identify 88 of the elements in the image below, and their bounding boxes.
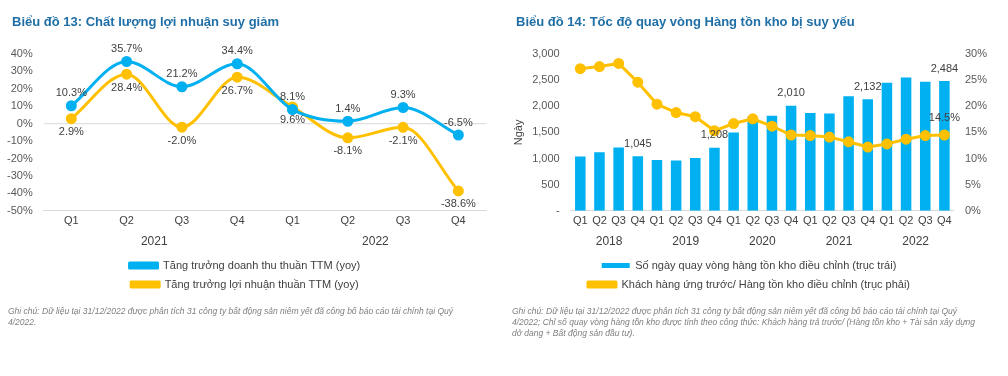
y-tick-label: 30% <box>10 64 33 77</box>
x-tick-label: Q1 <box>726 214 741 227</box>
x-tick-label: Q3 <box>841 214 856 227</box>
data-label: 1,045 <box>624 136 652 149</box>
x-tick-label: Q4 <box>229 214 245 227</box>
y2-tick-label: 10% <box>964 151 988 164</box>
y-tick-label: -10% <box>6 134 33 147</box>
x-tick-label: Q1 <box>572 214 588 227</box>
text: 2022 <box>362 234 390 249</box>
x-tick-label: Q3 <box>687 214 703 227</box>
x-tick-label: Q2 <box>592 214 607 227</box>
data-label: -8.1% <box>333 144 363 157</box>
data-label: 1.4% <box>335 101 361 114</box>
data-label: 26.7% <box>221 83 253 96</box>
data-label: 9.3% <box>390 88 416 101</box>
y-tick-label: 1,000 <box>532 151 560 164</box>
data-label: 2,010 <box>777 86 805 99</box>
text: 2021 <box>140 234 168 249</box>
text: 2020 <box>749 234 777 249</box>
x-tick-label: Q2 <box>898 214 914 227</box>
legend-label: Tăng trưởng lợi nhuận thuần TTM (yoy) <box>164 277 359 290</box>
y-axis-title: Ngày <box>511 119 524 146</box>
x-tick-label: Q1 <box>879 214 895 227</box>
x-tick-label: Q1 <box>649 214 665 227</box>
x-tick-label: Q4 <box>860 214 876 227</box>
y2-tick-label: 15% <box>964 125 988 138</box>
y2-tick-label: 5% <box>964 177 982 190</box>
data-label: -38.6% <box>440 197 476 210</box>
data-label: 28.4% <box>111 80 143 93</box>
y2-tick-label: 25% <box>964 73 988 86</box>
x-tick-label: Q3 <box>174 214 190 227</box>
y-tick-label: -50% <box>6 203 33 216</box>
data-label: -2.1% <box>388 133 418 146</box>
x-tick-label: Q3 <box>611 214 626 227</box>
legend-label: Khách hàng ứng trước/ Hàng tồn kho điều chỉnh (trục phải) <box>621 277 911 290</box>
y-tick-label: - <box>556 203 561 216</box>
data-label: 2.9% <box>58 125 85 138</box>
x-tick-label: Q4 <box>707 214 722 227</box>
x-tick-label: Q2 <box>119 214 134 227</box>
x-tick-label: Q2 <box>822 214 837 227</box>
x-tick-label: Q3 <box>764 214 780 227</box>
text: Ghi chú: Dữ liệu tại 31/12/2022 được phân tích 31 công ty bất động sản niêm yết đã công bố báo cáo tài chính tại Quý 4/2022. <box>8 306 455 329</box>
y-tick-label: 10% <box>10 99 33 112</box>
x-tick-label: Q1 <box>802 214 818 227</box>
y-tick-label: 500 <box>541 177 560 190</box>
text: 2021 <box>825 234 853 249</box>
y-tick-label: 2,000 <box>532 99 560 112</box>
x-tick-label: Q2 <box>745 214 761 227</box>
data-label: -2.0% <box>167 133 197 146</box>
y2-tick-label: 20% <box>964 99 988 112</box>
text: Ghi chú: Dữ liệu tại 31/12/2022 được phân tích 31 công ty bất động sản niêm yết đã công bố báo cáo tài chính tại Quý 4/2022; Chỉ số quay vòng hàng tồn kho được tính theo công thức: Khách hàng trả trước/ (Hàng tồn kho + Tài sản xây dựng dở dang + Bất động sản đầu tư). <box>512 306 976 340</box>
x-tick-label: Q4 <box>630 214 646 227</box>
x-tick-label: Q3 <box>395 214 411 227</box>
text: 2018 <box>595 234 623 249</box>
y-tick-label: 20% <box>10 81 33 94</box>
x-tick-label: Q1 <box>63 214 79 227</box>
x-tick-label: Q4 <box>451 214 466 227</box>
x-tick-label: Q4 <box>783 214 799 227</box>
x-tick-label: Q4 <box>937 214 952 227</box>
x-tick-label: Q3 <box>917 214 933 227</box>
text: 2022 <box>902 234 930 249</box>
data-label: 8.1% <box>279 90 306 103</box>
data-label: 34.4% <box>221 44 253 57</box>
data-label: 1,208 <box>700 128 729 141</box>
y-tick-label: -40% <box>6 186 33 199</box>
data-label: 2,484 <box>930 61 959 74</box>
y-tick-label: 40% <box>10 47 33 60</box>
data-label: 21.2% <box>166 67 198 80</box>
chart-title: Biểu đồ 13: Chất lượng lợi nhuận suy giảm <box>12 14 279 29</box>
y-tick-label: 3,000 <box>532 47 560 60</box>
legend-label: Tăng trưởng doanh thu thuần TTM (yoy) <box>163 258 361 271</box>
chart-title: Biểu đồ 14: Tốc độ quay vòng Hàng tồn kho bị suy yếu <box>516 14 855 29</box>
x-tick-label: Q1 <box>285 214 300 227</box>
data-label: 9.6% <box>279 113 306 126</box>
legend-label: Số ngày quay vòng hàng tồn kho điều chỉnh (trục trái) <box>635 258 897 271</box>
x-tick-label: Q2 <box>668 214 684 227</box>
y-tick-label: -20% <box>6 151 33 164</box>
y2-tick-label: 30% <box>964 47 988 60</box>
y-tick-label: -30% <box>6 168 33 181</box>
data-label: 2,132 <box>853 79 882 92</box>
y-tick-label: 0% <box>16 116 33 129</box>
data-label: -6.5% <box>443 115 473 128</box>
y-tick-label: 2,500 <box>532 73 560 86</box>
y-tick-label: 1,500 <box>532 125 560 138</box>
x-tick-label: Q2 <box>340 214 356 227</box>
y2-tick-label: 0% <box>964 203 982 216</box>
data-label: 35.7% <box>111 42 143 55</box>
text: 2019 <box>672 234 700 249</box>
